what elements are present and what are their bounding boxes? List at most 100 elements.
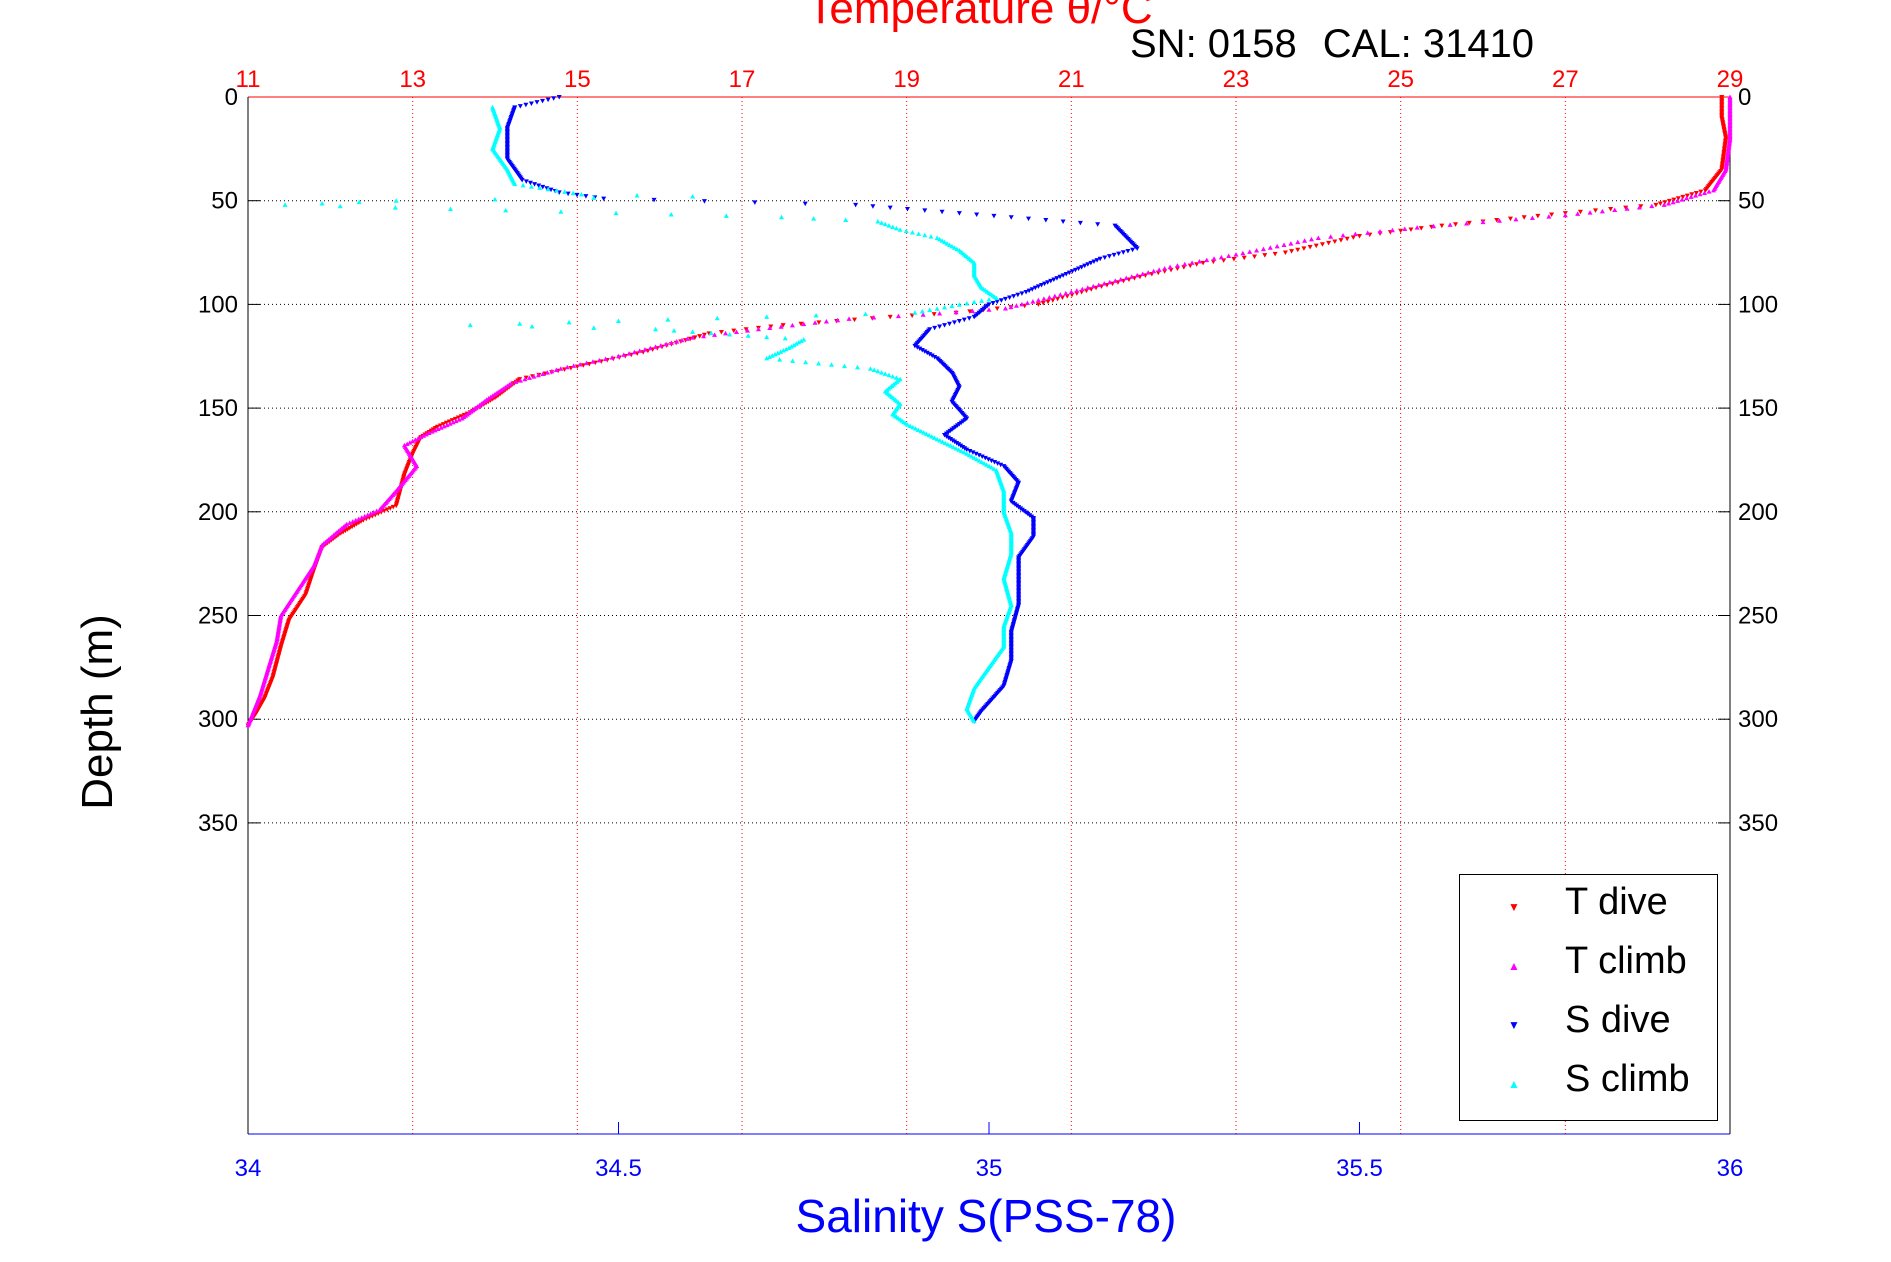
data-point xyxy=(1096,282,1102,288)
data-point xyxy=(914,345,920,350)
data-point xyxy=(637,348,643,353)
data-point xyxy=(937,311,943,316)
data-point xyxy=(744,328,750,333)
data-point xyxy=(1066,270,1072,276)
data-point xyxy=(1529,215,1535,220)
data-point xyxy=(596,357,602,363)
data-point xyxy=(974,456,980,462)
data-point xyxy=(1697,191,1703,197)
data-point xyxy=(1079,286,1085,292)
data-point xyxy=(932,325,938,331)
data-point xyxy=(1675,196,1681,201)
data-point xyxy=(1226,253,1232,259)
data-point xyxy=(953,445,959,451)
data-point xyxy=(1079,265,1085,270)
data-point xyxy=(1068,289,1074,294)
y-axis-label: Depth (m) xyxy=(73,614,122,810)
data-point xyxy=(528,101,534,106)
data-point xyxy=(1365,230,1371,235)
data-point xyxy=(1684,195,1690,201)
depth-tick-label-left: 250 xyxy=(198,603,238,630)
data-point xyxy=(1274,243,1280,249)
data-point xyxy=(1521,215,1527,220)
data-point xyxy=(1174,263,1180,268)
data-point xyxy=(764,355,770,361)
data-point xyxy=(1060,273,1066,278)
data-point xyxy=(961,449,967,455)
calibration-number: CAL: 31410 xyxy=(1322,22,1535,66)
data-point xyxy=(967,309,973,314)
data-point xyxy=(513,379,519,384)
data-point xyxy=(998,462,1004,468)
data-point xyxy=(829,362,835,367)
data-point xyxy=(931,312,937,317)
data-point xyxy=(961,317,967,323)
data-point xyxy=(942,433,948,438)
data-point xyxy=(432,427,438,433)
data-point xyxy=(871,315,877,320)
data-point xyxy=(570,190,576,196)
data-point xyxy=(532,182,538,187)
legend-marker-t-dive: ▼ xyxy=(1508,900,1520,914)
data-point xyxy=(1431,223,1437,229)
data-point xyxy=(1024,300,1030,306)
data-point xyxy=(701,333,707,339)
data-point xyxy=(852,317,858,323)
data-point xyxy=(631,349,637,355)
data-point xyxy=(564,364,570,370)
data-point xyxy=(616,353,621,359)
data-point xyxy=(553,188,559,193)
data-point xyxy=(940,439,946,444)
data-point xyxy=(1679,197,1685,202)
data-point xyxy=(653,344,659,349)
data-point xyxy=(871,367,877,372)
data-point xyxy=(783,346,789,352)
data-point xyxy=(962,446,968,451)
data-point xyxy=(1260,246,1266,252)
data-point xyxy=(954,246,960,252)
data-point xyxy=(537,185,543,190)
data-point xyxy=(1466,220,1472,226)
data-point xyxy=(1662,200,1668,205)
data-point xyxy=(934,235,940,241)
data-point xyxy=(345,527,351,532)
data-point xyxy=(928,234,934,239)
data-point xyxy=(356,199,362,205)
data-point xyxy=(779,214,785,220)
data-point xyxy=(791,342,797,348)
data-point xyxy=(768,324,774,330)
data-point xyxy=(1577,209,1583,215)
data-point xyxy=(456,417,462,422)
data-point xyxy=(1328,234,1334,239)
data-point xyxy=(1480,219,1486,225)
data-point xyxy=(697,334,703,339)
data-point xyxy=(798,338,804,344)
data-point xyxy=(990,301,996,306)
data-point xyxy=(798,321,804,327)
data-point xyxy=(1074,288,1080,293)
data-point xyxy=(731,328,737,334)
data-point xyxy=(526,375,532,380)
data-point xyxy=(1496,218,1502,223)
data-point xyxy=(918,428,924,434)
data-point xyxy=(917,346,923,352)
legend-label-t-dive: T dive xyxy=(1565,881,1668,923)
legend-marker-s-climb: ▲ xyxy=(1508,1077,1520,1091)
data-point xyxy=(927,352,933,357)
data-point xyxy=(527,180,533,186)
data-point xyxy=(512,181,518,187)
data-point xyxy=(434,424,440,430)
data-point xyxy=(591,195,597,200)
data-point xyxy=(967,448,973,454)
data-point xyxy=(863,311,868,317)
data-point xyxy=(1026,216,1032,222)
data-point xyxy=(929,434,935,439)
data-point xyxy=(544,370,550,375)
data-point xyxy=(393,198,399,203)
data-point xyxy=(1546,214,1552,219)
data-point xyxy=(1439,223,1445,229)
data-point xyxy=(907,423,913,429)
data-point xyxy=(410,438,416,444)
data-point xyxy=(960,444,966,450)
